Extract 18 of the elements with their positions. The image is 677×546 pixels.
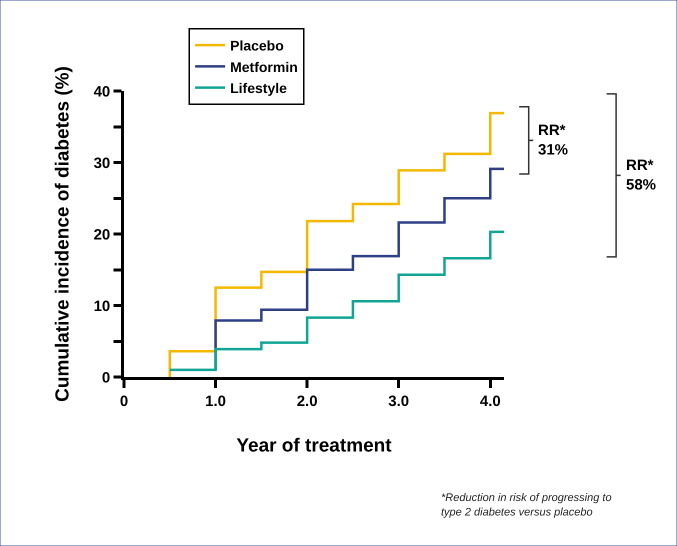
x-tick-label: 1.0 [205,392,226,410]
text: RR* 31% [538,122,568,158]
text: RR* 58% [626,157,656,194]
y-tick-label: 40 [94,83,110,100]
y-tick-label: 10 [94,298,110,315]
x-axis-title: Year of treatment [236,436,392,457]
y-tick-label: 20 [94,226,110,244]
x-tick-label: 4.0 [480,392,501,410]
y-tick-label: 30 [94,154,110,172]
legend-label: Lifestyle [230,80,288,96]
legend-label: Metformin [230,58,298,75]
y-axis-title: Cumulative incidence of diabetes (%) [52,66,74,402]
x-tick-label: 2.0 [296,392,318,410]
legend-label: Placebo [230,38,284,54]
text: *Reduction in risk of progressing to type 2 diabetes versus placebo [441,492,612,518]
x-tick-label: 3.0 [388,392,410,410]
y-tick-label: 0 [102,369,110,386]
x-tick-label: 0 [120,392,128,410]
